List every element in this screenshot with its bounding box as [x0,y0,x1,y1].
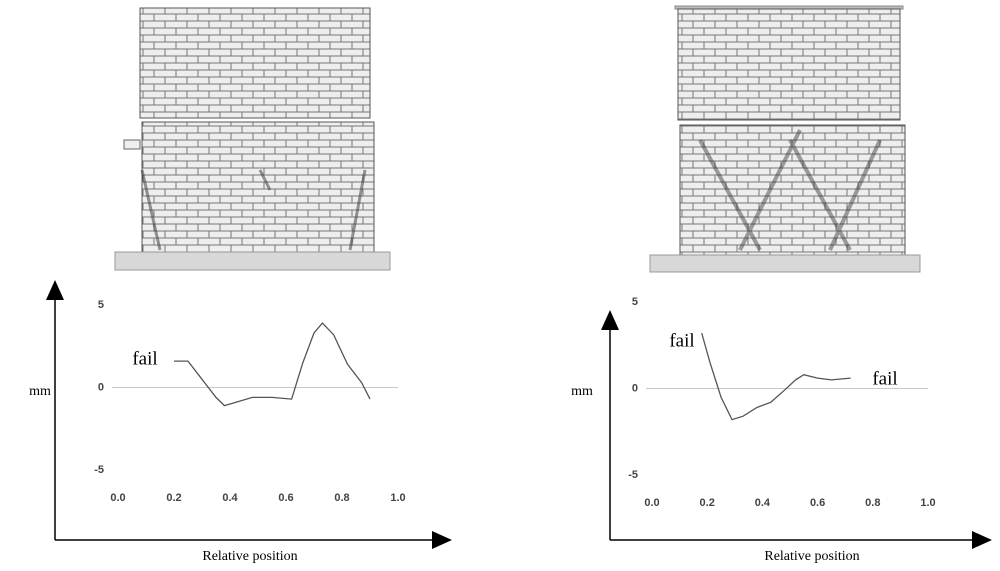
x-tick-label: 0.0 [110,492,125,504]
y-tick-label: -5 [628,469,638,481]
y-axis-label: mm [571,384,593,399]
wall-image-left [114,7,391,271]
x-tick-label: 1.0 [920,497,935,509]
annotation: fail [132,348,157,369]
x-tick-label: 0.4 [755,497,771,509]
x-axis-label: Relative position [202,549,297,564]
y-tick-label: 0 [632,382,638,394]
y-axis-label: mm [29,384,51,399]
annotation: fail [872,368,897,389]
y-tick-label: -5 [94,464,104,476]
x-tick-label: 0.4 [222,492,238,504]
y-tick-label: 5 [98,299,104,311]
axis-arrows [46,280,992,549]
x-tick-label: 0.2 [166,492,181,504]
y-tick-label: 0 [98,381,104,393]
y-tick-label: 5 [632,296,638,308]
annotation: fail [669,330,694,351]
x-tick-label: 0.8 [334,492,349,504]
wall-image-right [649,5,921,273]
x-tick-label: 0.6 [810,497,825,509]
x-axis-label: Relative position [764,549,859,564]
x-tick-label: 0.0 [644,497,659,509]
data-line [701,332,851,421]
x-tick-label: 0.8 [865,497,880,509]
x-tick-label: 0.2 [700,497,715,509]
data-line [174,322,371,407]
x-tick-label: 0.6 [278,492,293,504]
x-tick-label: 1.0 [390,492,405,504]
